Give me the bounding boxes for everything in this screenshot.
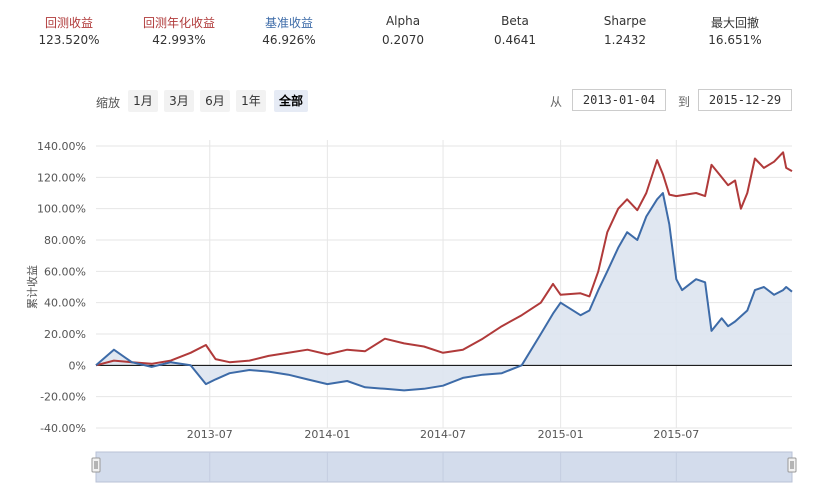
zoom-label: 缩放	[96, 96, 121, 110]
x-tick-label: 2015-01	[538, 428, 584, 441]
metric-label: Sharpe	[603, 14, 647, 28]
benchmark-area	[96, 193, 792, 391]
zoom-button-0[interactable]: 1月	[128, 90, 158, 112]
metric-label: Alpha	[385, 14, 421, 28]
navigator-bar	[95, 451, 793, 483]
y-tick-label: 120.00%	[37, 171, 86, 184]
x-tick-label: 2014-07	[420, 428, 466, 441]
from-label: 从	[550, 95, 563, 109]
y-tick-label: -20.00%	[40, 391, 86, 404]
y-tick-label: 40.00%	[44, 297, 86, 310]
metric-value: 0.2070	[382, 33, 424, 47]
y-tick-label: 140.00%	[37, 140, 86, 153]
strategy-line	[95, 151, 793, 367]
zoom-button-2[interactable]: 6月	[200, 90, 230, 112]
y-tick-label: 0%	[69, 359, 86, 372]
x-tick-label: 2014-01	[304, 428, 350, 441]
y-tick-label: 100.00%	[37, 203, 86, 216]
benchmark-line	[95, 192, 793, 392]
metric-value: 42.993%	[152, 33, 206, 47]
navigator-left-handle[interactable]	[91, 457, 101, 473]
to-date-input[interactable]: 2015-12-29	[698, 89, 792, 111]
y-tick-label: 80.00%	[44, 234, 86, 247]
metric-value: 16.651%	[708, 33, 762, 47]
zoom-button-4[interactable]: 全部	[274, 90, 308, 112]
metric-label: 最大回撤	[710, 16, 759, 30]
metric-value: 1.2432	[604, 33, 646, 47]
metrics-bar: 回测收益 123.520% 回测年化收益 42.993% 基准收益 46.926% Alph…	[0, 0, 820, 60]
metric-label: 基准收益	[264, 16, 313, 30]
y-tick-label: -40.00%	[40, 422, 86, 435]
metric-label: Beta	[501, 14, 529, 28]
y-tick-label: 20.00%	[44, 328, 86, 341]
navigator-right-handle[interactable]	[787, 457, 797, 473]
from-date-input[interactable]: 2013-01-04	[572, 89, 666, 111]
zoom-button-1[interactable]: 3月	[164, 90, 194, 112]
y-axis-label: 累计收益	[25, 265, 39, 309]
metric-label: 回测收益	[44, 16, 93, 30]
metric-value: 0.4641	[494, 33, 536, 47]
metric-value: 123.520%	[38, 33, 100, 47]
x-tick-label: 2013-07	[187, 428, 233, 441]
metric-label: 回测年化收益	[142, 16, 215, 30]
y-tick-label: 60.00%	[44, 265, 86, 278]
to-label: 到	[678, 95, 691, 109]
x-tick-label: 2015-07	[653, 428, 699, 441]
zoom-button-3[interactable]: 1年	[236, 90, 266, 112]
metric-value: 46.926%	[262, 33, 316, 47]
